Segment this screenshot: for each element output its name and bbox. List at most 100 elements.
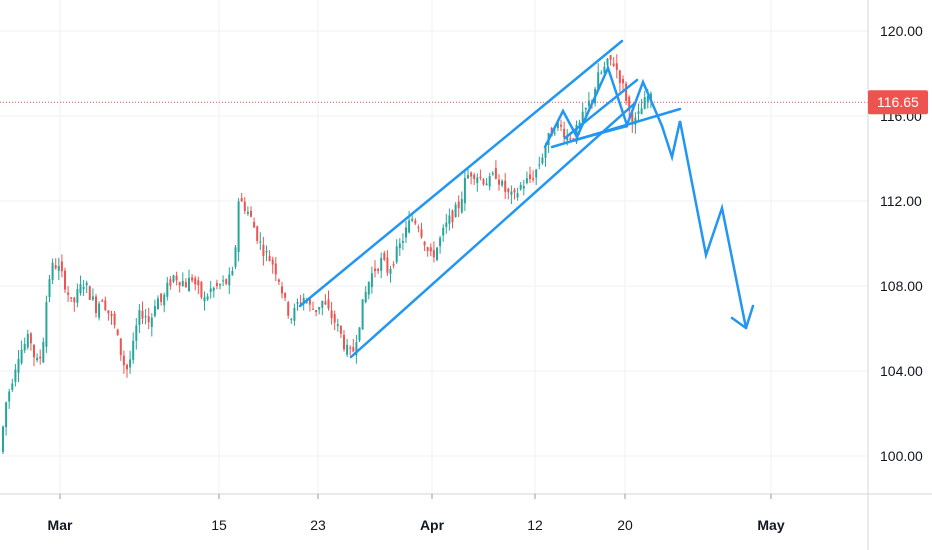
candle-down [141,310,144,319]
candle-down [333,314,336,323]
candle-up [538,164,541,166]
time-tick-label: Apr [420,517,445,533]
channel-lower-line [349,102,636,359]
candle-down [457,201,460,209]
candle-up [491,173,494,175]
candle-down [184,281,187,288]
candle-down [116,329,119,336]
candle-down [563,128,566,138]
candle-up [290,318,293,320]
candle-down [262,244,265,257]
candle-up [364,291,367,303]
candle-down [529,174,531,179]
candle-up [510,191,513,195]
small-flag [563,78,639,140]
candle-up [454,204,457,218]
candle-up [578,122,581,126]
grid [0,0,868,494]
candle-up [157,298,159,310]
candle-down [417,227,420,229]
candle-down [274,263,277,275]
candle-up [581,111,584,123]
candle-down [126,364,128,370]
candle-down [479,176,482,178]
candle-down [560,124,562,127]
candle-up [79,284,82,294]
candle-up [603,66,606,73]
candle-down [200,281,203,298]
candle-up [321,300,324,308]
candle-down [618,70,621,84]
candle-up [188,277,190,292]
candle-up [367,282,370,295]
channel-upper-line [298,39,624,308]
candle-down [615,63,618,70]
candle-down [101,300,104,302]
neckline [573,124,629,142]
candle-up [411,218,414,221]
candle-up [646,96,649,103]
time-tick-label: 15 [211,517,227,533]
candle-down [352,347,355,352]
candle-down [197,280,200,286]
candle-up [597,72,600,89]
candle-up [17,359,20,373]
candle-down [308,298,311,305]
candle-down [39,356,42,359]
candle-up [8,391,11,402]
candle-down [392,264,395,266]
candle-down [225,279,228,284]
price-tick-label: 112.00 [880,193,922,209]
trend-drawings [298,39,755,359]
candle-down [88,286,91,300]
candle-down [268,256,271,261]
candle-up [361,299,364,330]
candle-up [535,169,538,178]
candle-up [203,297,206,302]
candle-down [377,268,380,271]
candle-up [209,288,212,292]
candle-up [445,222,448,227]
last-price-tag: 116.65 [868,90,928,115]
candle-down [432,250,435,258]
candle-down [414,220,417,224]
candle-down [420,229,423,238]
candle-up [237,201,240,253]
candle-down [494,168,497,179]
candle-down [277,279,280,282]
candle-up [584,107,587,110]
candle-down [287,302,290,316]
time-tick-label: 12 [527,517,543,533]
candle-down [482,179,485,185]
candle-up [358,327,361,341]
candle-up [36,357,39,361]
candle-up [222,280,225,282]
candle-up [293,307,296,321]
candle-down [64,270,66,290]
candle-up [150,317,153,327]
candle-down [374,268,376,272]
candle-up [398,243,401,249]
candle-up [76,289,79,303]
price-tick-label: 100.00 [880,448,923,464]
candle-down [67,292,70,295]
candle-up [234,247,237,267]
candle-up [566,135,569,141]
candle-down [107,310,110,314]
candle-down [54,265,57,269]
candle-down [271,259,274,265]
candle-down [312,308,314,310]
candle-up [649,93,652,100]
candle-down [178,282,181,286]
candle-up [485,183,488,186]
candle-up [556,122,559,128]
candle-down [504,180,507,192]
candle-down [73,297,76,303]
candle-up [48,279,51,298]
time-axis[interactable]: Mar 15 23 Apr 12 20 May [48,494,785,533]
time-tick-label: 20 [617,517,633,533]
candle-down [147,316,150,323]
candle-up [206,296,209,300]
